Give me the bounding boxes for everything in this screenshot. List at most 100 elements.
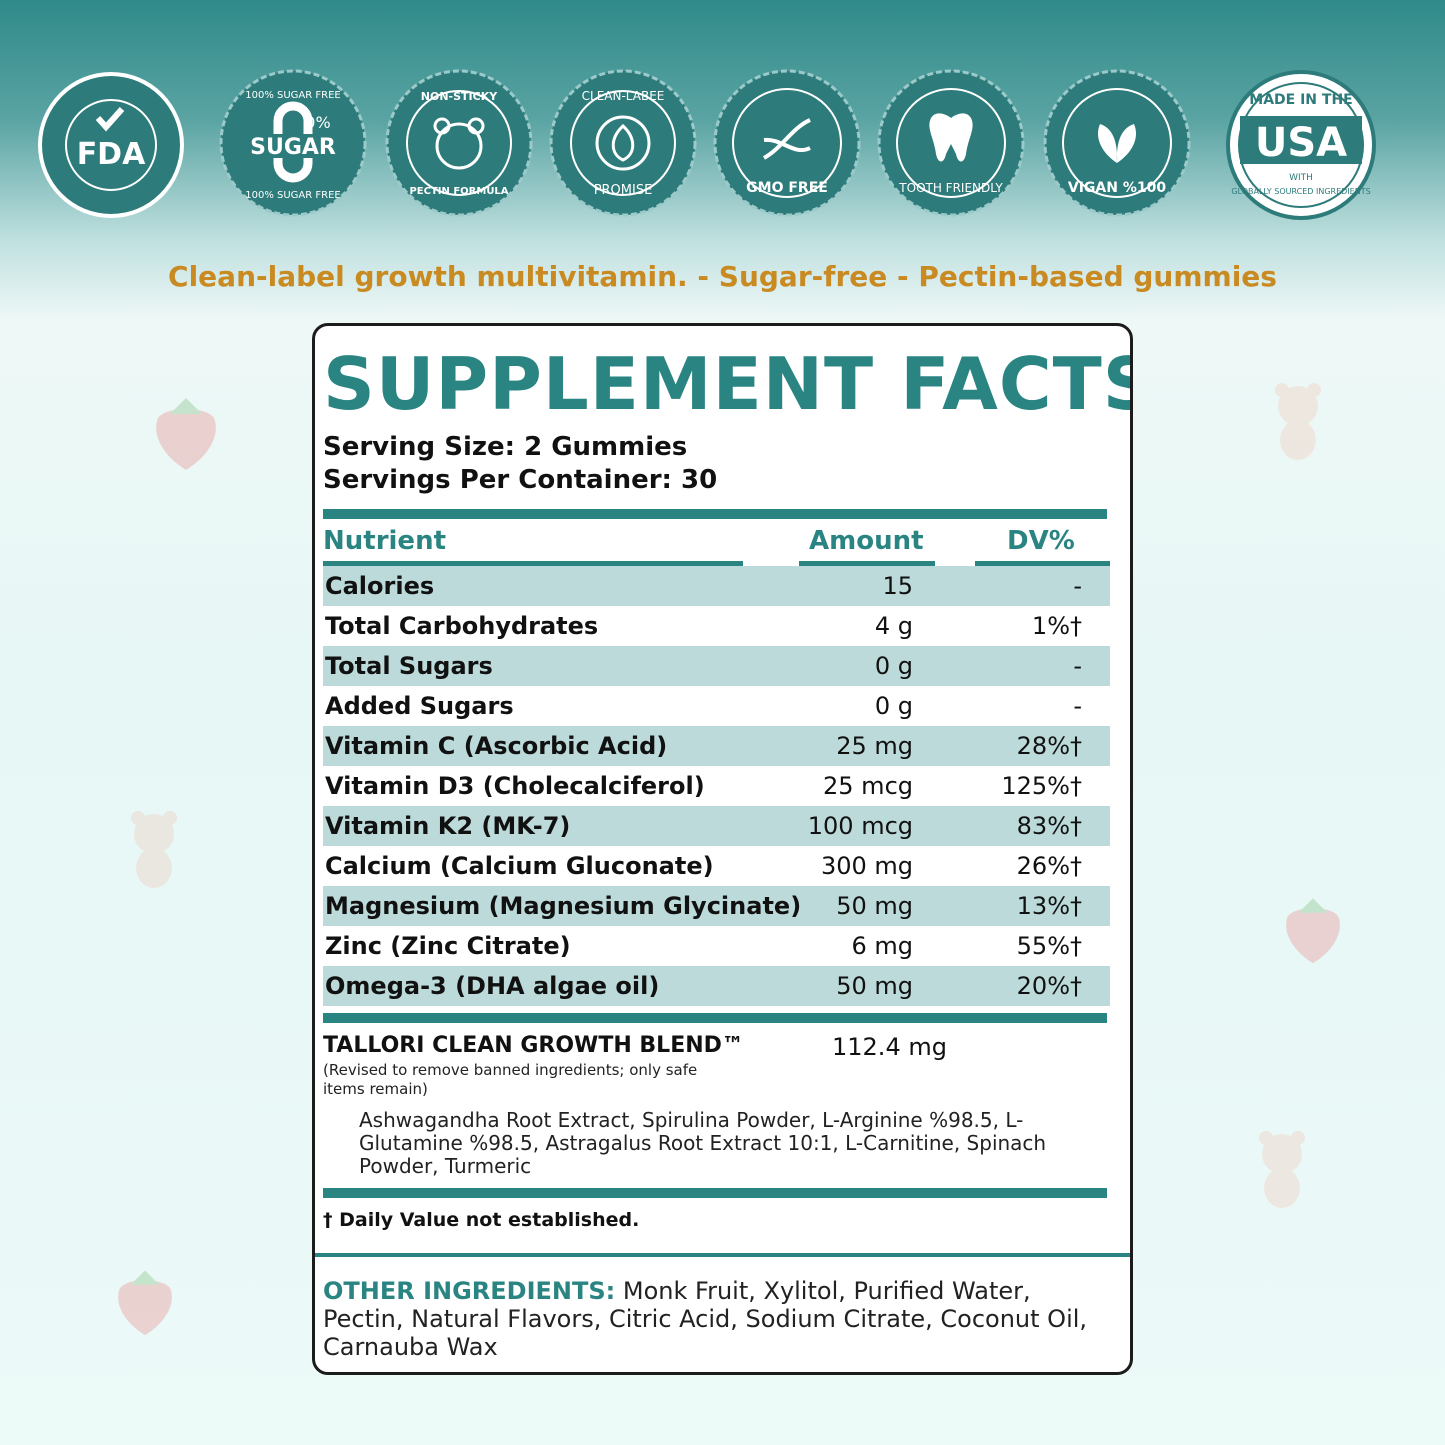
nutrient-dv: 125%† xyxy=(1001,772,1082,800)
nutrient-name: Vitamin C (Ascorbic Acid) xyxy=(325,732,668,760)
nutrient-dv: - xyxy=(1073,652,1082,680)
supplement-facts-panel: SUPPLEMENT FACTS Serving Size: 2 Gummies… xyxy=(312,323,1133,1375)
nutrient-name: Zinc (Zinc Citrate) xyxy=(325,932,571,960)
table-row: Vitamin D3 (Cholecalciferol) 25 mcg 125%† xyxy=(323,766,1110,806)
sugar-badge-pct: 0% xyxy=(305,113,330,132)
table-row: Added Sugars 0 g - xyxy=(323,686,1110,726)
usa-badge-with: WITH xyxy=(1289,173,1313,183)
nutrient-header: Nutrient xyxy=(323,526,447,556)
nutrient-dv: 28%† xyxy=(1016,732,1082,760)
table-row: Total Carbohydrates 4 g 1%† xyxy=(323,606,1110,646)
bear-face-icon xyxy=(435,122,483,170)
tooth-friendly-badge: TOOTH FRIENDLY xyxy=(876,68,1026,218)
plant-icon xyxy=(1097,124,1137,163)
nutrient-dv: 20%† xyxy=(1016,972,1082,1000)
clean-label-bottom: PROMISE xyxy=(594,183,653,198)
nutrient-name: Vitamin K2 (MK-7) xyxy=(325,812,571,840)
nutrient-dv: 13%† xyxy=(1016,892,1082,920)
nutrient-dv: 1%† xyxy=(1031,612,1082,640)
nutrient-amount: 300 mg xyxy=(820,852,913,880)
table-row: Omega-3 (DHA algae oil) 50 mg 20%† xyxy=(323,966,1110,1006)
other-ingredients: OTHER INGREDIENTS: Monk Fruit, Xylitol, … xyxy=(323,1277,1113,1361)
tooth-friendly-text: TOOTH FRIENDLY xyxy=(898,181,1003,195)
made-in-usa-badge: MADE IN THE USA WITH GLOBALLY SOURCED IN… xyxy=(1226,70,1376,220)
blend-amount: 112.4 mg xyxy=(832,1033,947,1061)
tagline: Clean-label growth multivitamin. - Sugar… xyxy=(168,260,1277,293)
strawberry-icon xyxy=(150,392,222,476)
nutrient-name: Magnesium (Magnesium Glycinate) xyxy=(325,892,802,920)
table-row: Total Sugars 0 g - xyxy=(323,646,1110,686)
non-sticky-top: NON-STICKY xyxy=(421,90,498,103)
non-sticky-badge: NON-STICKY PECTIN FORMULA xyxy=(384,68,534,218)
nutrient-dv: 26%† xyxy=(1016,852,1082,880)
nutrient-name: Calories xyxy=(325,572,435,600)
usa-badge-top: MADE IN THE xyxy=(1249,92,1352,108)
blend-ingredients: Ashwagandha Root Extract, Spirulina Powd… xyxy=(359,1108,1047,1178)
amount-header: Amount xyxy=(809,526,924,556)
nutrient-name: Vitamin D3 (Cholecalciferol) xyxy=(325,772,705,800)
nutrient-amount: 100 mcg xyxy=(807,812,913,840)
divider-bar xyxy=(323,1188,1107,1198)
other-ingredients-text: Monk Fruit, Xylitol, Purified Water, Pec… xyxy=(323,1277,1088,1361)
blend-note: (Revised to remove banned ingredients; o… xyxy=(323,1061,698,1098)
table-row: Calcium (Calcium Gluconate) 300 mg 26%† xyxy=(323,846,1110,886)
table-row: Magnesium (Magnesium Glycinate) 50 mg 13%† xyxy=(323,886,1110,926)
strawberry-icon xyxy=(112,1265,178,1341)
clean-label-top: CLEAN-LABEE xyxy=(582,89,665,103)
nutrient-table: Calories 15- Total Carbohydrates 4 g 1%† Tota… xyxy=(323,566,1110,1006)
bear-icon xyxy=(1246,1126,1318,1216)
serving-size: Serving Size: 2 Gummies xyxy=(323,432,688,462)
nutrient-amount: 15 xyxy=(882,572,913,600)
nutrient-name: Added Sugars xyxy=(325,692,514,720)
gmo-free-text: GMO FREE xyxy=(746,180,828,196)
sugar-badge-top: 100% SUGAR FREE xyxy=(245,90,341,101)
divider-line xyxy=(315,1253,1130,1257)
usa-badge-main: USA xyxy=(1255,120,1347,166)
nutrient-dv: - xyxy=(1073,572,1082,600)
fda-badge: FDA xyxy=(36,70,186,220)
header-underline xyxy=(323,561,743,566)
sugar-free-badge: 100% SUGAR FREE 0% SUGAR 100% SUGAR FREE xyxy=(218,68,368,218)
nutrient-amount: 50 mg xyxy=(836,972,913,1000)
table-row: Calories 15 - xyxy=(323,566,1110,606)
bear-icon xyxy=(118,806,190,896)
gmo-free-badge: GMO FREE xyxy=(712,68,862,218)
nutrient-amount: 0 g xyxy=(874,652,913,680)
divider-bar xyxy=(323,509,1107,519)
other-ingredients-label: OTHER INGREDIENTS: xyxy=(323,1277,616,1305)
daily-value-note: † Daily Value not established. xyxy=(323,1209,640,1231)
clean-label-badge: CLEAN-LABEE PROMISE xyxy=(548,68,698,218)
leaf-icon xyxy=(611,123,635,162)
bear-icon xyxy=(1262,378,1334,468)
blend-name: TALLORI CLEAN GROWTH BLEND™ xyxy=(323,1033,744,1058)
nutrient-amount: 25 mg xyxy=(836,732,913,760)
vegan-badge: VIGAN %100 xyxy=(1042,68,1192,218)
nutrient-amount: 0 g xyxy=(874,692,913,720)
nutrient-dv: 55%† xyxy=(1016,932,1082,960)
sugar-badge-bottom: 100% SUGAR FREE xyxy=(245,190,341,201)
header-underline xyxy=(975,561,1110,566)
nutrient-dv: - xyxy=(1073,692,1082,720)
divider-bar xyxy=(323,1013,1107,1023)
strawberry-icon xyxy=(1280,893,1346,969)
dv-header: DV% xyxy=(1007,526,1075,556)
nutrient-name: Calcium (Calcium Gluconate) xyxy=(325,852,714,880)
nutrient-name: Total Carbohydrates xyxy=(325,612,599,640)
nutrient-amount: 6 mg xyxy=(851,932,913,960)
header-underline xyxy=(799,561,935,566)
table-row: Vitamin C (Ascorbic Acid) 25 mg 28%† xyxy=(323,726,1110,766)
nutrient-dv: 83%† xyxy=(1016,812,1082,840)
fda-badge-main: FDA xyxy=(77,137,146,172)
nutrient-name: Omega-3 (DHA algae oil) xyxy=(325,972,660,1000)
supplement-facts-title: SUPPLEMENT FACTS xyxy=(323,342,1133,426)
nutrient-amount: 25 mcg xyxy=(823,772,913,800)
table-row: Zinc (Zinc Citrate) 6 mg 55%† xyxy=(323,926,1110,966)
nutrient-amount: 50 mg xyxy=(836,892,913,920)
sugar-badge-main: SUGAR xyxy=(250,135,336,160)
usa-badge-bottom: GLOBALLY SOURCED INGREDIENTS xyxy=(1231,187,1370,196)
nutrient-name: Total Sugars xyxy=(325,652,493,680)
badge-row: FDA 100% SUGAR FREE 0% SUGAR 100% SUGAR … xyxy=(36,68,1381,228)
dna-icon xyxy=(762,118,811,160)
servings-per-container: Servings Per Container: 30 xyxy=(323,465,718,495)
tooth-icon xyxy=(929,113,973,162)
